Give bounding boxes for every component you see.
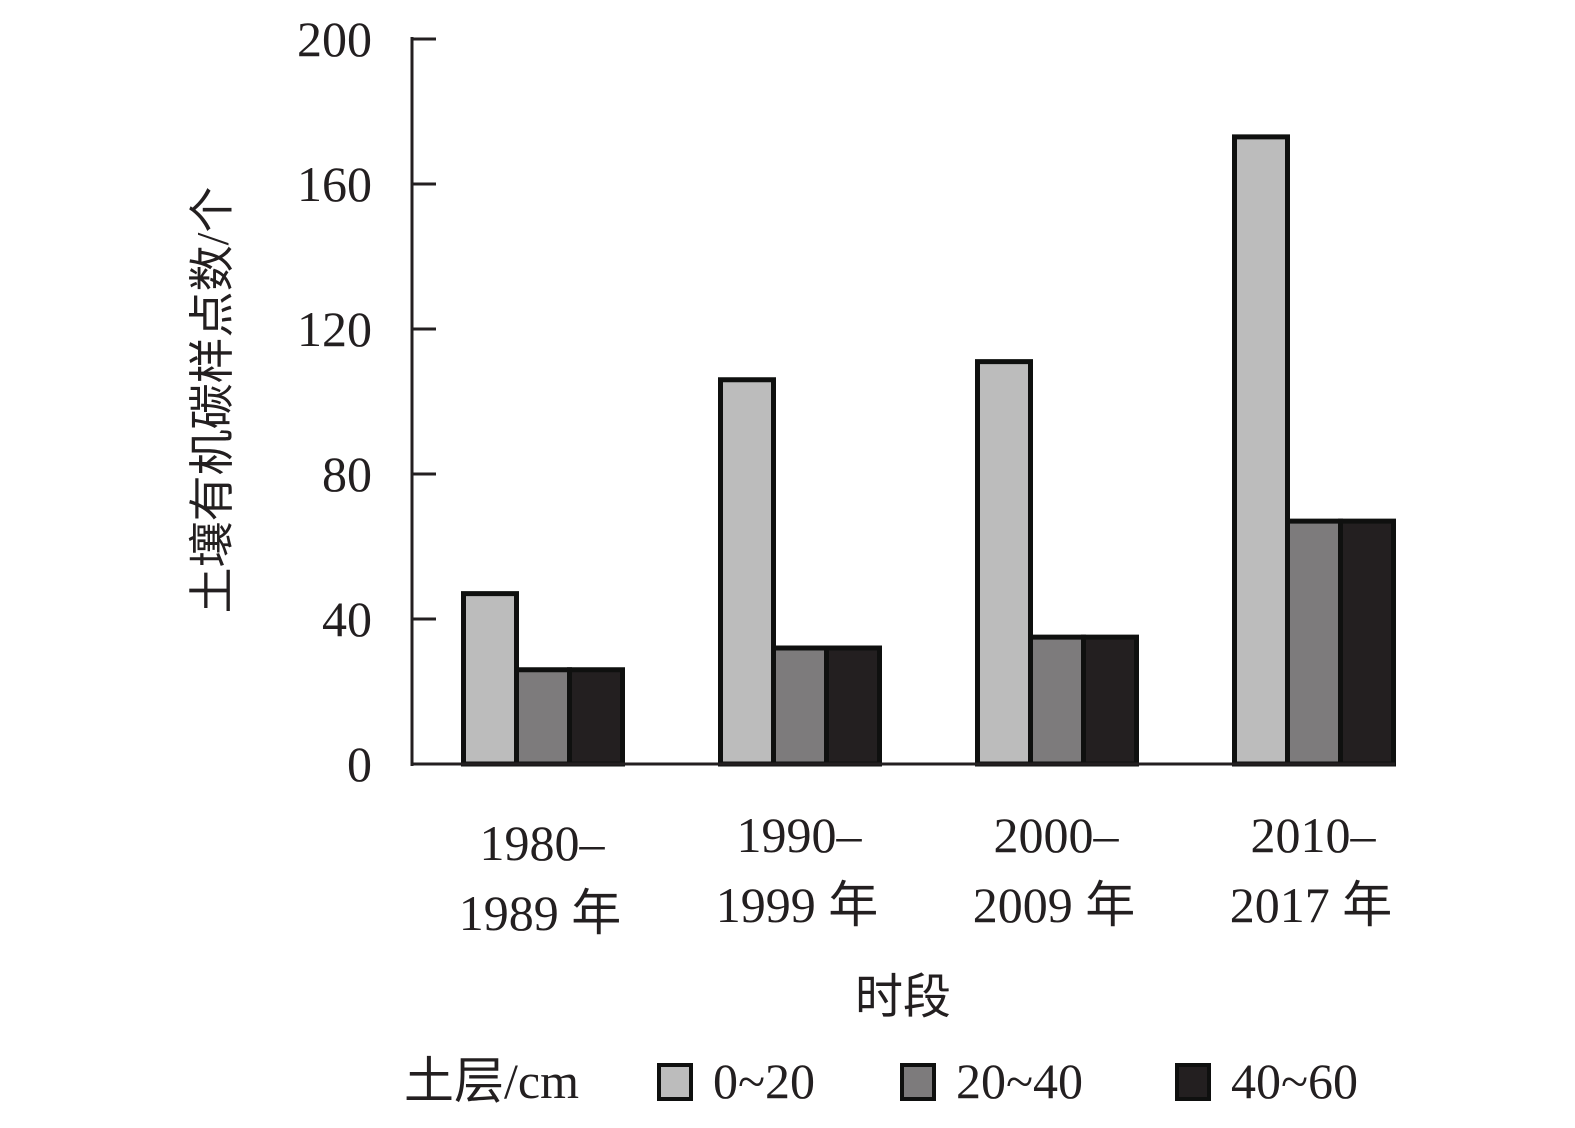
bar-0~20-0 — [461, 591, 519, 767]
bar-40~60-2 — [1081, 634, 1139, 767]
bar-40~60-1 — [824, 645, 882, 767]
x-tick-label-line2: 1989 年 — [459, 885, 622, 941]
legend-label: 40~60 — [1231, 1053, 1358, 1109]
bar-20~40-3 — [1285, 518, 1343, 767]
bar-0~20-1 — [718, 377, 776, 767]
bar-20~40-1 — [771, 645, 829, 767]
bar-40~60-3 — [1338, 518, 1396, 767]
bars — [461, 134, 1396, 767]
legend-label: 20~40 — [956, 1053, 1083, 1109]
bar-40~60-0 — [567, 667, 625, 767]
legend: 土层/cm 0~20 20~40 40~60 — [404, 1053, 1358, 1109]
bar-20~40-2 — [1028, 634, 1086, 767]
legend-swatch-40~60 — [1175, 1063, 1211, 1101]
legend-swatch-0~20 — [657, 1063, 693, 1101]
x-tick-label-line1: 1990– — [737, 807, 863, 863]
y-tick-label: 0 — [347, 736, 372, 792]
bar-0~20-3 — [1232, 134, 1290, 767]
y-axis: 0 40 80 120 160 200 — [297, 11, 436, 792]
y-axis-label: 土壤有机碳样点数/个 — [187, 187, 238, 614]
x-tick-label-line1: 2010– — [1251, 807, 1377, 863]
x-tick-label-line2: 2009 年 — [973, 877, 1136, 933]
y-tick-label: 120 — [297, 301, 372, 357]
y-tick-label: 80 — [322, 446, 372, 502]
x-tick-label-line2: 2017 年 — [1230, 877, 1393, 933]
x-axis-label: 时段 — [855, 971, 951, 1024]
x-tick-label-line1: 1980– — [480, 815, 606, 871]
x-axis: 1980– 1989 年 1990– 1999 年 2000– 2009 年 2010– 20… — [412, 762, 1395, 941]
legend-title: 土层/cm — [404, 1053, 579, 1109]
y-tick-label: 160 — [297, 156, 372, 212]
x-tick-label-line1: 2000– — [994, 807, 1120, 863]
bar-20~40-0 — [514, 667, 572, 767]
bar-0~20-2 — [975, 359, 1033, 767]
y-tick-label: 200 — [297, 11, 372, 67]
legend-swatch-20~40 — [900, 1063, 936, 1101]
y-tick-label: 40 — [322, 591, 372, 647]
legend-label: 0~20 — [713, 1053, 815, 1109]
x-tick-label-line2: 1999 年 — [716, 877, 879, 933]
